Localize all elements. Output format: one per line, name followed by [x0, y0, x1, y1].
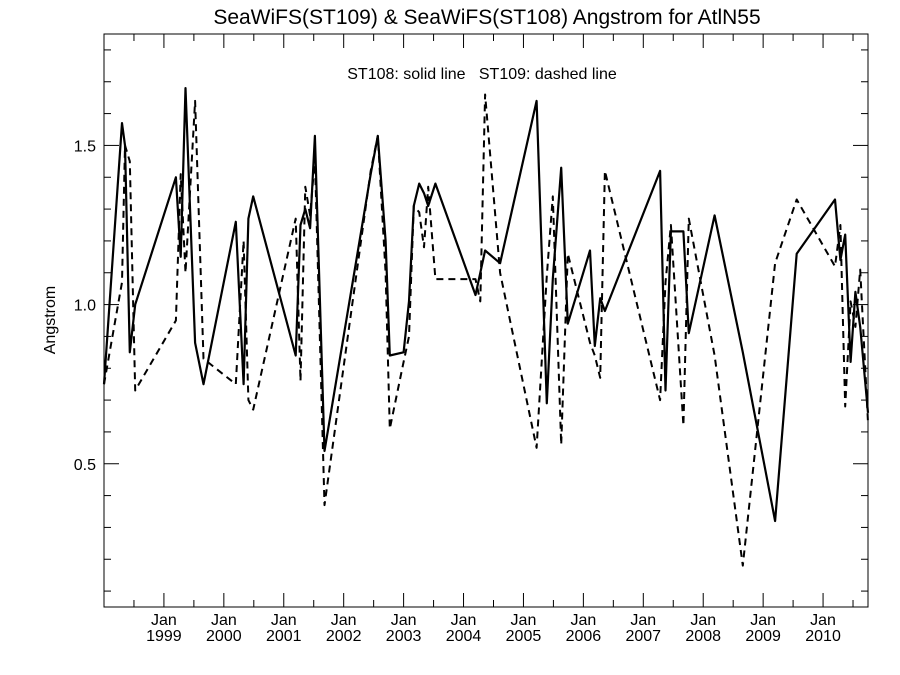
x-tick-month: Jan [570, 612, 596, 629]
x-tick-year: 2000 [206, 628, 242, 645]
x-tick-month: Jan [690, 612, 716, 629]
x-tick-month: Jan [810, 612, 836, 629]
x-tick-year: 2002 [326, 628, 362, 645]
series-line-st109 [103, 93, 869, 567]
x-tick-year: 1999 [146, 628, 182, 645]
x-tick-year: 2007 [625, 628, 661, 645]
series-line-st108 [102, 86, 870, 523]
x-tick-year: 2001 [266, 628, 302, 645]
x-tick-month: Jan [451, 612, 477, 629]
x-tick-month: Jan [271, 612, 297, 629]
x-tick-month: Jan [511, 612, 537, 629]
x-tick-year: 2003 [386, 628, 422, 645]
y-axis-label: Angstrom [42, 286, 59, 354]
y-tick-label: 1.0 [74, 298, 96, 315]
y-tick-label: 1.5 [74, 138, 96, 155]
y-tick-label: 0.5 [74, 457, 96, 474]
plot-frame [103, 33, 869, 608]
chart-title: SeaWiFS(ST109) & SeaWiFS(ST108) Angstrom… [213, 6, 760, 29]
x-tick-year: 2006 [566, 628, 602, 645]
x-tick-year: 2005 [506, 628, 542, 645]
x-tick-month: Jan [750, 612, 776, 629]
x-tick-month: Jan [630, 612, 656, 629]
x-tick-year: 2008 [685, 628, 721, 645]
ticks-layer: 0.51.01.5Jan1999Jan2000Jan2001Jan2002Jan… [74, 34, 868, 645]
x-tick-year: 2009 [745, 628, 781, 645]
x-tick-year: 2010 [805, 628, 841, 645]
x-tick-month: Jan [391, 612, 417, 629]
x-tick-year: 2004 [446, 628, 482, 645]
line-style-note: ST108: solid line ST109: dashed line [347, 66, 617, 83]
series-layer [102, 86, 870, 567]
x-tick-month: Jan [211, 612, 237, 629]
x-tick-month: Jan [151, 612, 177, 629]
x-tick-month: Jan [331, 612, 357, 629]
